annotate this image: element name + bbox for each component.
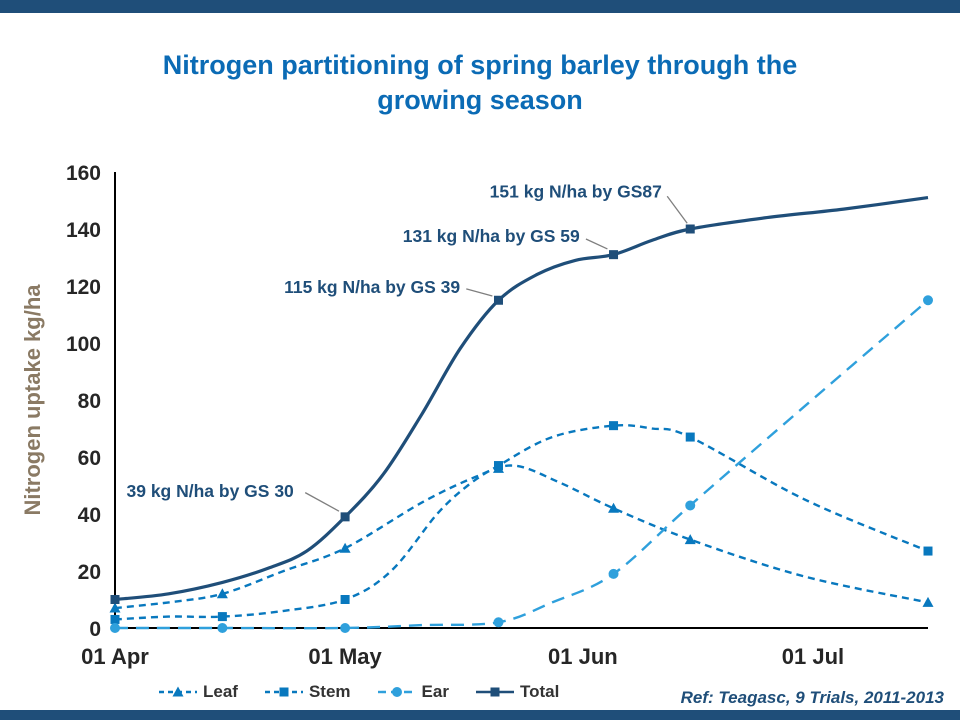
- legend-item-leaf: Leaf: [158, 682, 238, 702]
- x-tick-label: 01 May: [308, 644, 382, 669]
- marker-total: [609, 250, 619, 260]
- annotation-label: 115 kg N/ha by GS 39: [284, 277, 460, 297]
- y-axis-title: Nitrogen uptake kg/ha: [20, 284, 45, 516]
- marker-ear: [110, 623, 120, 633]
- marker-ear: [217, 623, 228, 633]
- marker-total: [340, 512, 350, 522]
- y-tick-label: 160: [66, 162, 101, 185]
- chart-legend: Leaf Stem Ear Total: [158, 682, 559, 702]
- marker-stem: [110, 614, 120, 624]
- legend-label: Ear: [421, 682, 449, 701]
- total-square-icon: [475, 687, 514, 697]
- footer-row: Leaf Stem Ear Total Ref: Teagasc, 9 Trials,…: [0, 676, 960, 708]
- marker-leaf: [339, 542, 351, 553]
- nitrogen-uptake-chart: 0 20 40 60 80 100 120 140 160 01 Apr 01 May 01 Jun 0…: [20, 162, 934, 669]
- stem-square-icon: [264, 687, 303, 697]
- y-tick-label: 100: [66, 333, 101, 356]
- x-tick-label: 01 Jul: [782, 644, 844, 669]
- y-tick-label: 20: [78, 561, 101, 584]
- chart-title: Nitrogen partitioning of spring barley t…: [0, 48, 960, 118]
- annotation-leader-line: [585, 238, 608, 250]
- marker-stem: [685, 432, 695, 442]
- marker-ear: [685, 500, 696, 511]
- y-tick-label: 0: [89, 618, 101, 641]
- marker-stem: [340, 595, 350, 604]
- marker-leaf: [216, 588, 228, 599]
- marker-leaf: [922, 596, 934, 607]
- annotation-leader-line: [666, 195, 688, 224]
- marker-stem: [493, 461, 503, 471]
- marker-leaf: [684, 534, 696, 545]
- reference-text: Ref: Teagasc, 9 Trials, 2011-2013: [680, 688, 944, 707]
- ear-circle-icon: [377, 687, 416, 697]
- series-line-total: [114, 196, 929, 602]
- legend-marker: [279, 687, 289, 697]
- legend-label: Leaf: [203, 682, 238, 701]
- annotation-label: 151 kg N/ha by GS87: [490, 182, 662, 202]
- annotation-leader-line: [304, 492, 340, 512]
- legend-marker: [391, 687, 402, 697]
- annotation-label: 131 kg N/ha by GS 59: [403, 226, 580, 246]
- series-line-ear: [115, 299, 929, 630]
- legend-item-ear: Ear: [377, 682, 449, 702]
- marker-stem: [609, 421, 619, 431]
- y-tick-label: 60: [78, 447, 101, 470]
- marker-ear: [608, 568, 619, 579]
- leaf-triangle-icon: [159, 686, 197, 697]
- top-accent-bar: [0, 0, 960, 13]
- legend-label: Total: [519, 682, 560, 701]
- marker-total: [493, 295, 503, 305]
- y-tick-label: 40: [78, 504, 101, 527]
- x-tick-label: 01 Jun: [548, 644, 618, 669]
- series-line-stem: [114, 423, 929, 621]
- marker-stem: [923, 546, 933, 556]
- legend-marker: [172, 686, 184, 697]
- x-tick-label: 01 Apr: [81, 644, 149, 669]
- marker-ear: [493, 617, 504, 628]
- marker-total: [110, 595, 120, 604]
- marker-total: [685, 224, 695, 234]
- y-tick-label: 120: [66, 276, 101, 299]
- annotation-label: 39 kg N/ha by GS 30: [127, 481, 295, 501]
- annotation-leader-line: [466, 288, 493, 297]
- legend-item-stem: Stem: [264, 682, 351, 702]
- marker-ear: [340, 623, 351, 633]
- title-line-1: Nitrogen partitioning of spring barley t…: [162, 50, 798, 80]
- marker-leaf: [608, 502, 620, 513]
- y-tick-label: 140: [66, 219, 101, 242]
- legend-marker: [490, 687, 500, 697]
- bottom-accent-bar: [0, 710, 960, 720]
- marker-leaf: [109, 602, 121, 613]
- legend-label: Stem: [308, 682, 351, 701]
- marker-stem: [217, 612, 227, 622]
- marker-ear: [923, 295, 933, 306]
- legend-item-total: Total: [475, 682, 559, 702]
- y-tick-label: 80: [78, 390, 101, 413]
- title-line-2: growing season: [377, 85, 583, 116]
